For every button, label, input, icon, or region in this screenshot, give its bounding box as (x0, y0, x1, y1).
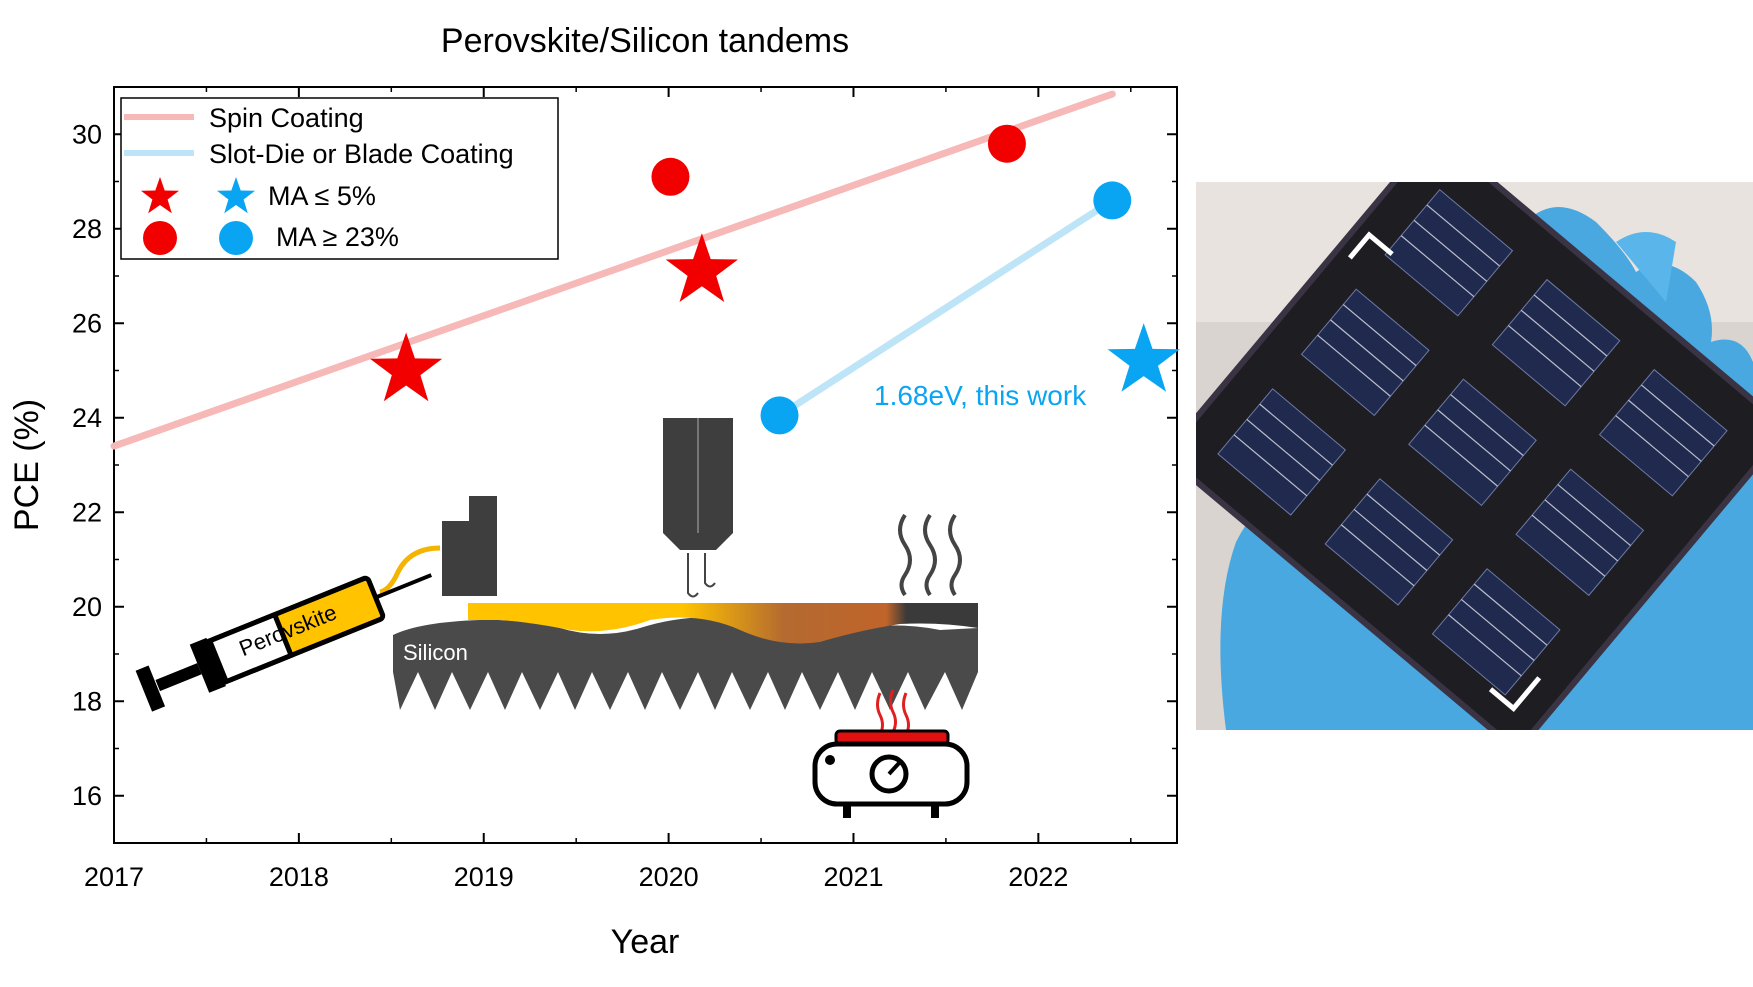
x-tick-label: 2018 (269, 862, 329, 892)
device-photo (1196, 182, 1753, 730)
legend-star-blue (217, 177, 255, 214)
data-point-circle (1093, 181, 1132, 220)
x-tick-label: 2021 (823, 862, 883, 892)
x-tick-label: 2019 (454, 862, 514, 892)
trendline-spin-coating (110, 90, 1116, 450)
annotation-this-work: 1.68eV, this work (874, 380, 1087, 411)
x-tick-label: 2017 (84, 862, 144, 892)
x-axis: 2017 2018 2019 2020 2021 2022 (84, 87, 1132, 892)
data-point-star (1107, 323, 1180, 392)
silicon-substrate (393, 617, 978, 710)
y-tick-label: 24 (72, 403, 102, 433)
x-axis-label: Year (611, 923, 680, 961)
hot-plate (812, 689, 970, 818)
y-axis-label: PCE (%) (8, 399, 46, 531)
legend-label-ma-high: MA ≥ 23% (276, 222, 399, 252)
data-point-circle (987, 124, 1026, 163)
trendline-slot-die (776, 196, 1116, 419)
y-tick-label: 26 (72, 308, 102, 338)
chart-title: Perovskite/Silicon tandems (441, 22, 849, 60)
y-tick-label: 18 (72, 686, 102, 716)
legend-box (120, 97, 559, 260)
data-point-star (370, 332, 443, 402)
y-tick-label: 20 (72, 592, 102, 622)
substrate-label: Silicon (403, 640, 468, 665)
y-tick-label: 30 (72, 119, 102, 149)
legend-circle-red (143, 221, 177, 255)
legend-circle-blue (219, 221, 253, 255)
legend-star-red (141, 177, 179, 214)
x-tick-label: 2022 (1008, 862, 1068, 892)
data-points (370, 124, 1180, 435)
legend-label-spin: Spin Coating (209, 103, 364, 133)
y-tick-label: 22 (72, 497, 102, 527)
trendlines (110, 90, 1116, 450)
data-point-circle (651, 157, 690, 196)
y-axis: 16 18 20 22 24 26 28 30 (72, 119, 1177, 811)
perovskite-film (468, 603, 978, 644)
data-point-circle (760, 396, 799, 435)
y-tick-label: 28 (72, 214, 102, 244)
syringe: Perovskite (135, 573, 433, 712)
legend: Spin Coating Slot-Die or Blade Coating M… (120, 97, 559, 260)
x-tick-label: 2020 (639, 862, 699, 892)
data-point-star (665, 233, 738, 302)
y-tick-label: 16 (72, 781, 102, 811)
coating-illustration: Silicon Perovskite (135, 418, 978, 818)
legend-label-slotdie: Slot-Die or Blade Coating (209, 139, 514, 169)
solar-device (1196, 182, 1753, 730)
legend-label-ma-low: MA ≤ 5% (268, 181, 376, 211)
